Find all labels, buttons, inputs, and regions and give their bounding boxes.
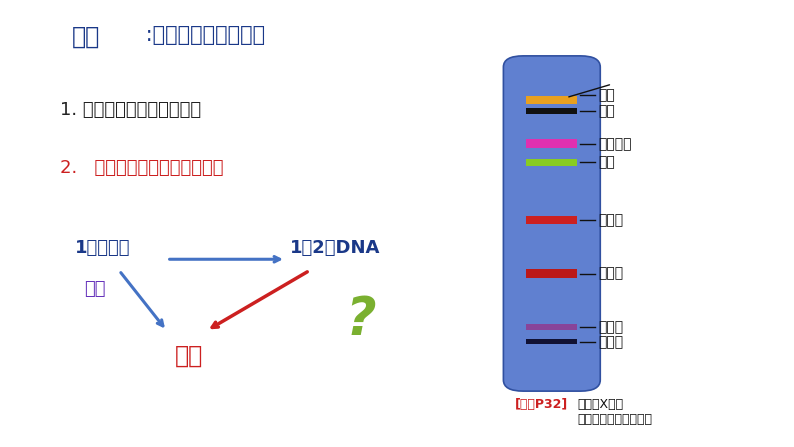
Text: 棒状眼: 棒状眼 bbox=[599, 320, 624, 334]
Bar bbox=[526, 270, 577, 278]
Text: 复习: 复习 bbox=[71, 25, 100, 49]
Text: ?: ? bbox=[346, 294, 376, 346]
Text: 多个: 多个 bbox=[84, 280, 106, 299]
Bar bbox=[526, 339, 577, 344]
Bar bbox=[526, 96, 577, 104]
Text: [课本P32]: [课本P32] bbox=[515, 398, 569, 411]
Bar bbox=[526, 216, 577, 224]
Text: 红宝石眼: 红宝石眼 bbox=[599, 137, 632, 151]
FancyBboxPatch shape bbox=[503, 56, 600, 391]
Text: 短硬毛: 短硬毛 bbox=[599, 335, 624, 349]
Text: 朱红眼: 朱红眼 bbox=[599, 213, 624, 228]
Text: 1或2个DNA: 1或2个DNA bbox=[290, 239, 380, 257]
Text: 黄身: 黄身 bbox=[599, 88, 615, 102]
Text: :基因与染色体的关系: :基因与染色体的关系 bbox=[139, 25, 265, 45]
Text: 深红眼: 深红眼 bbox=[599, 266, 624, 281]
Bar bbox=[526, 139, 577, 148]
Bar bbox=[526, 108, 577, 114]
Text: 白眼: 白眼 bbox=[599, 104, 615, 118]
Bar bbox=[526, 160, 577, 166]
Bar bbox=[526, 324, 577, 329]
Text: 基因: 基因 bbox=[175, 344, 203, 368]
Text: 截翅: 截翅 bbox=[599, 156, 615, 169]
Text: 1条染色体: 1条染色体 bbox=[75, 239, 131, 257]
Text: 1. 一条染色体上有多个基因: 1. 一条染色体上有多个基因 bbox=[60, 101, 201, 118]
Text: 2.   基因在染色体上呈线性排列: 2. 基因在染色体上呈线性排列 bbox=[60, 159, 223, 177]
Text: 果蝇某X染色
体上一些基因的示意图: 果蝇某X染色 体上一些基因的示意图 bbox=[577, 398, 652, 426]
